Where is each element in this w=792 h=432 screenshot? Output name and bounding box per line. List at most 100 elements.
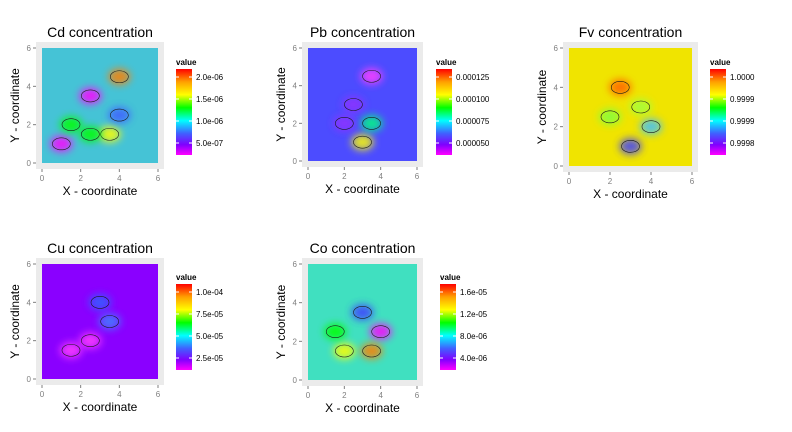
- contour-line: [81, 89, 100, 103]
- legend-tick-label: 1.0e-06: [196, 117, 224, 126]
- contour-line: [600, 110, 620, 124]
- hotspot-4: [98, 126, 121, 143]
- x-tick-label: 0: [567, 177, 572, 186]
- contour-line: [353, 135, 372, 149]
- contour-line: [362, 117, 381, 130]
- contour-line: [362, 69, 381, 83]
- hotspot-1: [609, 79, 632, 96]
- hotspot-3: [60, 342, 82, 359]
- contour-line: [110, 70, 129, 84]
- y-tick-label: 2: [554, 123, 559, 132]
- hotspot-7: [79, 126, 102, 143]
- contour-line: [335, 117, 354, 130]
- x-tick-label: 4: [649, 177, 654, 186]
- hotspot-2: [79, 87, 102, 104]
- legend-colorbar: [440, 284, 456, 370]
- hotspot-4: [360, 343, 383, 359]
- legend: value 1.0e-04 7.5e-05 5.0e-05 2.5e-05: [176, 273, 224, 370]
- legend-tick-label: 0.9998: [730, 139, 755, 148]
- chart-panel-2: 0 2 4 6 0 2 4 6 Pb concentration X - coordinate Y …: [274, 24, 490, 196]
- legend-tick-label: 1.0000: [730, 73, 755, 82]
- y-tick-label: 0: [293, 157, 298, 166]
- contour-line: [52, 137, 71, 151]
- contour-line: [631, 100, 651, 114]
- x-axis-label: X - coordinate: [63, 184, 138, 198]
- y-tick-label: 0: [27, 375, 32, 384]
- contour-line: [325, 325, 345, 338]
- contour-line: [90, 296, 110, 309]
- chart-title: Pb concentration: [310, 24, 415, 40]
- legend-tick-label: 0.000125: [456, 73, 490, 82]
- hotspot-4: [629, 99, 652, 115]
- chart-title: Fv concentration: [579, 24, 683, 40]
- x-tick-label: 4: [117, 390, 122, 399]
- x-tick-label: 6: [690, 177, 695, 186]
- legend-tick-label: 0.000050: [456, 139, 490, 148]
- hotspot-2: [333, 343, 356, 359]
- x-tick-label: 0: [306, 391, 311, 400]
- y-tick-label: 4: [27, 298, 32, 307]
- hotspot-layer: [60, 294, 121, 359]
- legend: value 2.0e-06 1.5e-06 1.0e-06 5.0e-07: [176, 58, 224, 155]
- contour-line: [371, 325, 390, 338]
- hotspot-layer: [599, 79, 662, 155]
- x-axis-label: X - coordinate: [63, 400, 138, 414]
- y-tick-label: 4: [293, 299, 298, 308]
- hotspot-3: [342, 96, 365, 113]
- chart-title: Cu concentration: [47, 240, 153, 256]
- chart-title: Co concentration: [310, 240, 416, 256]
- contour-line: [344, 98, 363, 111]
- contour-line: [81, 334, 100, 347]
- chart-title: Cd concentration: [47, 24, 153, 40]
- chart-panel-4: 0 2 4 6 0 2 4 6 Cu concentration X - coordinate Y …: [8, 240, 224, 414]
- y-axis-label: Y - coordinate: [8, 68, 22, 143]
- x-tick-label: 6: [415, 391, 420, 400]
- contour-line: [81, 127, 100, 141]
- contour-line: [100, 315, 119, 328]
- y-axis-label: Y - coordinate: [535, 69, 549, 144]
- hotspot-5: [333, 115, 356, 132]
- x-tick-label: 6: [156, 174, 161, 183]
- y-tick-label: 6: [27, 44, 32, 53]
- y-axis-label: Y - coordinate: [8, 284, 22, 359]
- hotspot-3: [640, 118, 662, 135]
- legend-colorbar: [176, 69, 192, 155]
- legend-title: value: [176, 58, 197, 67]
- hotspot-5: [599, 108, 621, 125]
- legend-title: value: [710, 58, 731, 67]
- hotspot-1: [351, 304, 374, 321]
- legend-tick-label: 0.9999: [730, 117, 755, 126]
- legend-tick-label: 4.0e-06: [460, 354, 488, 363]
- hotspot-4: [360, 115, 383, 132]
- y-tick-label: 4: [27, 82, 32, 91]
- x-axis-label: X - coordinate: [593, 187, 668, 201]
- y-tick-label: 2: [27, 121, 32, 130]
- y-tick-label: 6: [554, 44, 559, 53]
- hotspot-2: [360, 68, 383, 85]
- contour-line: [61, 343, 81, 357]
- legend-tick-label: 0.9999: [730, 95, 755, 104]
- legend-tick-label: 8.0e-06: [460, 332, 488, 341]
- chart-panel-5: 0 2 4 6 0 2 4 6 Co concentration X - coordinate Y …: [274, 240, 488, 415]
- legend-tick-label: 2.5e-05: [196, 354, 224, 363]
- hotspot-layer: [50, 68, 131, 152]
- hotspot-1: [50, 135, 73, 152]
- y-axis-label: Y - coordinate: [274, 284, 288, 359]
- x-tick-label: 6: [415, 172, 420, 181]
- y-tick-label: 6: [293, 44, 298, 53]
- x-tick-label: 4: [378, 391, 383, 400]
- hotspot-3: [369, 323, 392, 340]
- contour-line: [353, 306, 372, 319]
- y-tick-label: 2: [27, 337, 32, 346]
- contour-line: [362, 344, 381, 358]
- legend-colorbar: [710, 69, 726, 155]
- heatmap-field: [308, 264, 417, 380]
- hotspot-2: [619, 138, 642, 155]
- legend-title: value: [440, 273, 461, 282]
- legend-colorbar: [176, 284, 192, 370]
- legend-tick-label: 5.0e-07: [196, 139, 224, 148]
- legend-tick-label: 1.2e-05: [460, 310, 488, 319]
- hotspot-6: [108, 107, 131, 124]
- x-tick-label: 6: [156, 390, 161, 399]
- legend-tick-label: 1.5e-06: [196, 95, 224, 104]
